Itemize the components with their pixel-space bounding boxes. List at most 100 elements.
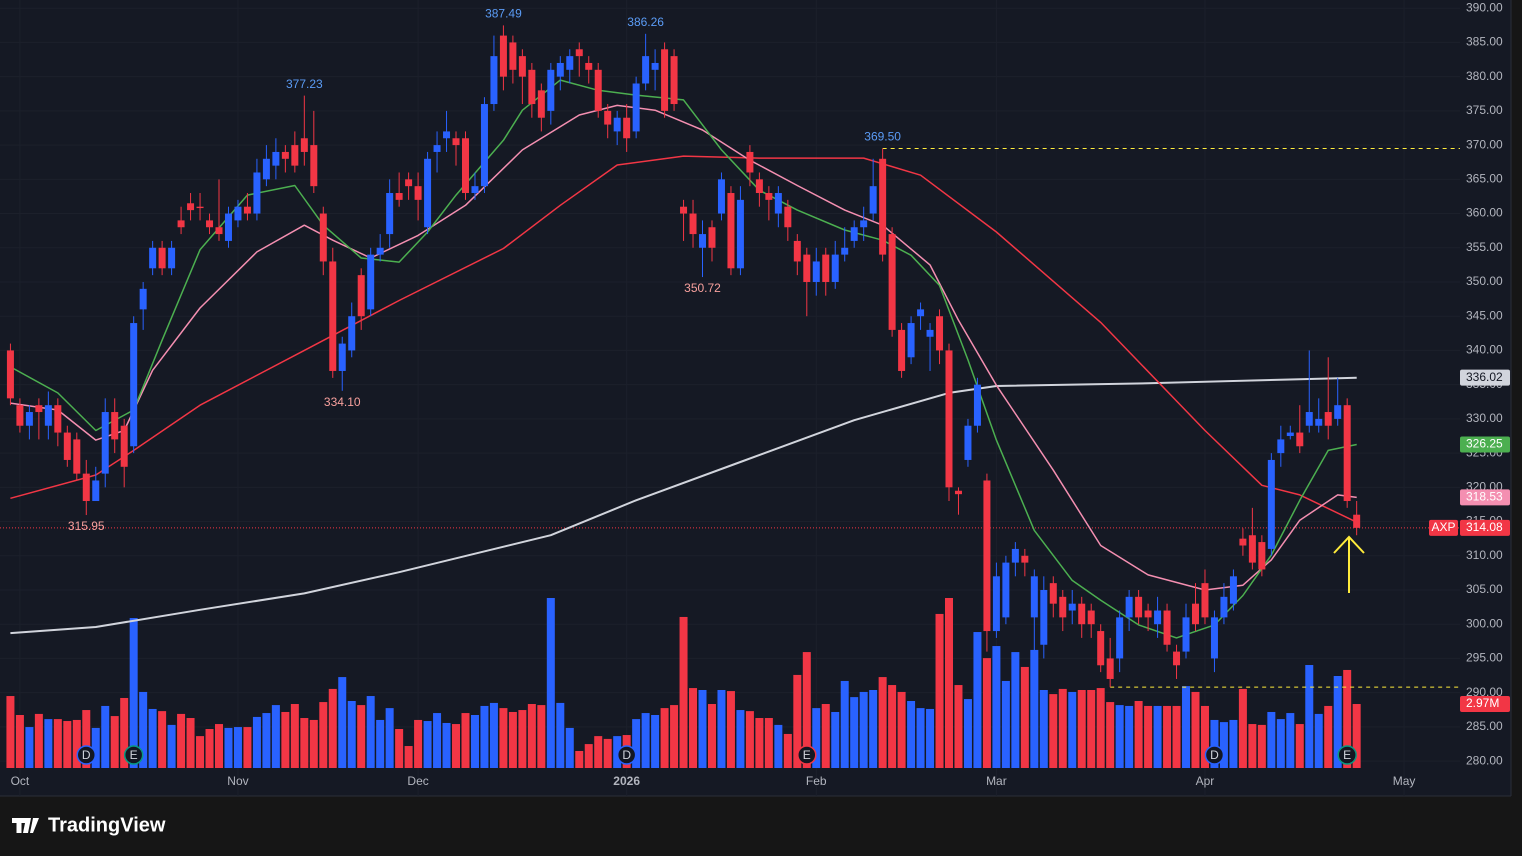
last-volume-label-box	[1460, 696, 1510, 713]
y-tick-label: 385.00	[1466, 35, 1503, 49]
event-label: E	[1343, 748, 1351, 762]
volume-bar	[357, 705, 366, 768]
candle-body	[405, 179, 413, 187]
y-tick-label: 345.00	[1466, 308, 1503, 322]
volume-bar	[1106, 702, 1115, 768]
volume-bar	[764, 718, 773, 768]
candle-body	[243, 206, 251, 214]
candle-body	[499, 35, 507, 77]
volume-bar	[869, 690, 878, 768]
volume-bar	[148, 708, 157, 768]
candle-body	[708, 227, 716, 248]
moving-average	[10, 155, 1358, 523]
volume-bar	[6, 696, 15, 768]
candle-body	[386, 193, 394, 235]
event-label: D	[1210, 748, 1219, 762]
volume-bar	[537, 705, 546, 768]
volume-bar	[594, 736, 603, 768]
candle-body	[1334, 405, 1342, 419]
volume-bar	[878, 677, 887, 768]
volume-bar	[1210, 719, 1219, 768]
annotations: 387.49 386.26 377.23 369.50 350.72 334.10 315.…	[68, 7, 1357, 765]
candle-body	[604, 110, 612, 125]
candle-body	[130, 323, 138, 447]
y-tick-label: 370.00	[1466, 137, 1503, 151]
volume-bar	[651, 714, 660, 768]
volume-bar	[252, 716, 261, 768]
candle-body	[443, 131, 451, 139]
volume-bar	[243, 727, 252, 768]
volume-bar	[25, 727, 34, 768]
candle-body	[1248, 535, 1256, 563]
volume-bar	[755, 718, 764, 768]
volume-bar	[1324, 705, 1333, 768]
candle-body	[1021, 555, 1029, 563]
candle-body	[1011, 548, 1019, 563]
volume-bar	[82, 710, 91, 768]
candle-body	[1106, 658, 1114, 679]
candle-body	[566, 56, 574, 70]
candle-body	[414, 186, 422, 200]
volume-bar	[1314, 713, 1323, 768]
candle-body	[528, 69, 536, 105]
candle-body	[774, 193, 782, 214]
x-tick-label: Nov	[227, 774, 248, 788]
volume-bar	[1200, 705, 1209, 768]
volume-bar	[717, 690, 726, 768]
y-tick-label: 280.00	[1466, 753, 1503, 767]
ma-price-label: 336.02	[1466, 370, 1503, 384]
moving-average	[10, 376, 1357, 635]
candle-body	[44, 405, 52, 426]
event-marker	[123, 745, 144, 765]
y-tick-label: 300.00	[1466, 616, 1503, 630]
candle-body	[1087, 610, 1095, 625]
volume-bar	[527, 704, 536, 768]
volume-bar	[1058, 688, 1067, 768]
volume-bar	[641, 713, 650, 768]
y-tick-label: 340.00	[1466, 343, 1503, 357]
candle-body	[1040, 589, 1048, 645]
candle-body	[575, 49, 583, 57]
candle-body	[670, 56, 678, 105]
candle-body	[547, 69, 555, 111]
extreme-label: 369.50	[864, 130, 901, 144]
volume-bar	[300, 718, 309, 768]
candle-body	[1144, 610, 1152, 618]
logo-mark	[12, 818, 39, 833]
candle-body	[1068, 603, 1076, 611]
volume-bar	[632, 719, 641, 768]
candle-body	[177, 220, 185, 228]
volume-bar	[935, 613, 944, 768]
candle-body	[395, 193, 403, 200]
volume-bar	[196, 736, 205, 768]
volume-bar	[603, 738, 612, 768]
logo: TradingView	[12, 814, 166, 836]
volume-bar	[565, 727, 574, 768]
y-tick-label: 355.00	[1466, 240, 1503, 254]
candle-body	[831, 254, 839, 282]
candle-body	[1277, 439, 1285, 454]
event-marker	[616, 745, 637, 765]
y-tick-label: 360.00	[1466, 206, 1503, 220]
candle-body	[424, 158, 432, 228]
volume-bar	[1295, 724, 1304, 768]
candle-body	[234, 206, 242, 221]
candle-body	[888, 234, 896, 330]
y-tick-label: 310.00	[1466, 548, 1503, 562]
candle-body	[1135, 596, 1143, 618]
volume-bar	[1343, 669, 1352, 768]
volume-bar	[101, 705, 110, 768]
candle-body	[1353, 514, 1361, 528]
candle-body	[850, 227, 858, 241]
candle-body	[281, 151, 289, 159]
candle-body	[651, 62, 659, 70]
volume-bar	[461, 713, 470, 768]
volume-bar	[1238, 688, 1247, 768]
candle-body	[964, 425, 972, 460]
candle-body	[917, 309, 925, 317]
extreme-label: 315.95	[68, 519, 105, 533]
candle-body	[841, 247, 849, 255]
candle-body	[1305, 412, 1313, 426]
volume-bar	[158, 711, 167, 768]
candle-body	[1097, 631, 1105, 666]
